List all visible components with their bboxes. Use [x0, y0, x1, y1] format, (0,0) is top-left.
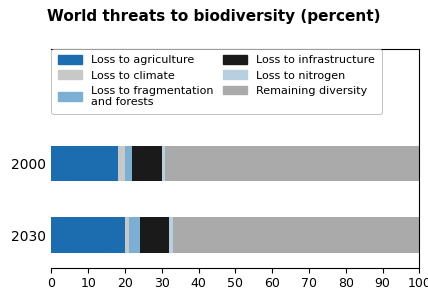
Bar — [51, 146, 118, 181]
Bar — [169, 217, 173, 253]
Bar — [166, 146, 419, 181]
Bar — [125, 146, 132, 181]
Bar — [140, 217, 169, 253]
Bar — [162, 146, 166, 181]
Bar — [118, 146, 125, 181]
Bar — [125, 217, 129, 253]
Bar — [132, 146, 162, 181]
Text: World threats to biodiversity (percent): World threats to biodiversity (percent) — [47, 9, 381, 24]
Legend: Loss to agriculture, Loss to climate, Loss to fragmentation
and forests, Loss to: Loss to agriculture, Loss to climate, Lo… — [51, 49, 382, 114]
Bar — [173, 217, 419, 253]
Bar — [51, 217, 125, 253]
Bar — [129, 217, 140, 253]
